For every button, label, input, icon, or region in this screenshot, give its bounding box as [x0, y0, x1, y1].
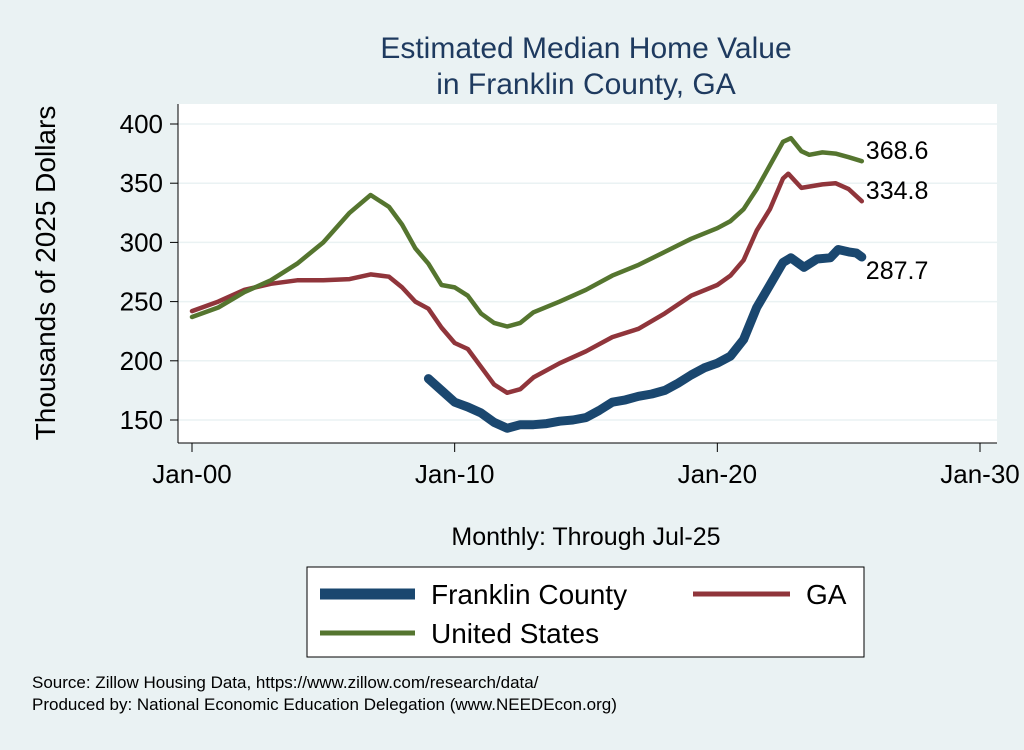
- y-tick-label: 400: [120, 109, 163, 139]
- chart-title-line-2: in Franklin County, GA: [436, 68, 736, 101]
- end-label-franklin-county: 287.7: [866, 257, 929, 285]
- gridlines: [178, 123, 997, 421]
- series-line-ga: [189, 171, 865, 396]
- y-tick-label: 300: [120, 227, 163, 257]
- series-lines: [189, 135, 867, 433]
- end-labels: 287.7 334.8 368.6: [866, 137, 929, 285]
- produced-note: Produced by: National Economic Education…: [32, 695, 617, 714]
- x-tick-label: Jan-20: [678, 459, 758, 489]
- y-tick-label: 150: [120, 405, 163, 435]
- source-note: Source: Zillow Housing Data, https://www…: [32, 673, 539, 692]
- x-axis-label: Monthly: Through Jul-25: [451, 523, 720, 551]
- axes: 150 200 250 300 350 400 Jan-00 Jan-10 Jan-20 Jan-…: [120, 104, 1020, 489]
- y-axis-label: Thousands of 2025 Dollars: [30, 106, 61, 441]
- x-tick-label: Jan-00: [152, 459, 232, 489]
- legend: Franklin County GA United States: [306, 566, 865, 658]
- legend-label-ga: GA: [806, 579, 847, 610]
- series-line-united-states: [189, 135, 865, 329]
- legend-label-franklin: Franklin County: [431, 579, 627, 610]
- x-tick-label: Jan-10: [415, 459, 495, 489]
- chart-title-line-1: Estimated Median Home Value: [380, 32, 791, 65]
- legend-label-us: United States: [431, 618, 599, 649]
- end-label-ga: 334.8: [866, 177, 929, 205]
- legend-box: [306, 566, 865, 658]
- y-tick-label: 250: [120, 287, 163, 317]
- x-tick-label: Jan-30: [940, 459, 1020, 489]
- series-line-franklin-county: [423, 245, 867, 433]
- y-tick-label: 350: [120, 168, 163, 198]
- y-tick-label: 200: [120, 346, 163, 376]
- end-label-united-states: 368.6: [866, 137, 929, 165]
